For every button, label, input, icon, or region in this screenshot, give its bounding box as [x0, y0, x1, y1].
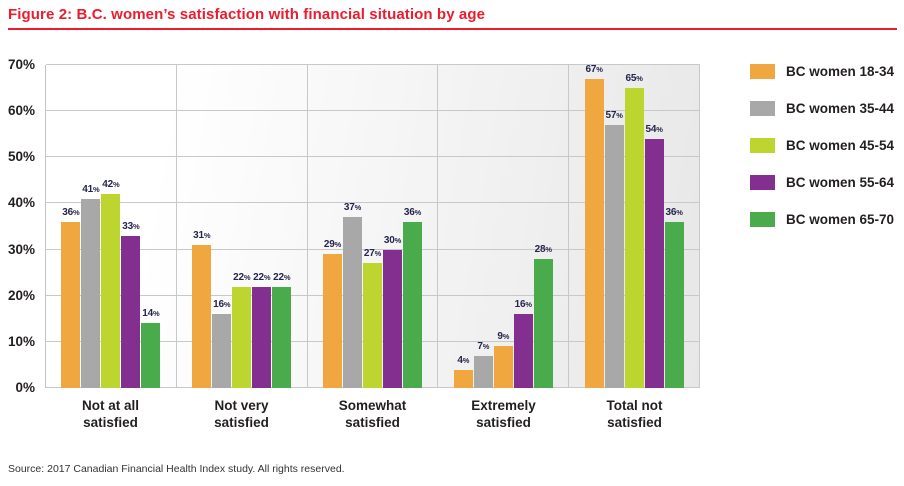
legend-swatch [750, 175, 775, 190]
bar-bc-women-45-54: 22% [232, 272, 252, 388]
legend-swatch [750, 212, 775, 227]
bar-bc-women-45-54: 42% [101, 179, 121, 388]
bar-bc-women-45-54: 65% [624, 73, 644, 388]
bar-bc-women-65-70: 36% [664, 207, 684, 388]
bar-bc-women-65-70: 36% [402, 207, 422, 388]
bar-value-label: 33% [122, 220, 140, 232]
x-axis-category-label: Total not satisfied [606, 398, 663, 430]
y-tick-label: 10% [7, 333, 35, 349]
bar-value-label: 16% [213, 299, 231, 311]
legend-label: BC women 65-70 [786, 212, 895, 227]
x-axis-category-label: Not very satisfied [214, 398, 269, 430]
legend-item: BC women 55-64 [750, 175, 894, 190]
bar-bc-women-55-64: 54% [644, 124, 664, 388]
bar-bc-women-55-64: 33% [121, 221, 141, 388]
bar-value-label: 36% [62, 206, 80, 218]
bar-value-label: 37% [343, 202, 362, 214]
x-axis-category-label: Somewhat satisfied [338, 398, 407, 430]
x-axis-labels: Not at all satisfied Not very satisfied Some… [45, 397, 700, 431]
bar-bc-women-35-44: 7% [473, 341, 493, 388]
source-note: Source: 2017 Canadian Financial Health I… [8, 463, 345, 475]
y-tick-label: 60% [7, 103, 35, 119]
bar-bc-women-65-70: 22% [272, 272, 292, 388]
legend-label: BC women 55-64 [786, 175, 895, 190]
x-axis-category-label: Not at all satisfied [81, 398, 139, 430]
bar-group: 4% 7% 9% 16% 28% [438, 65, 570, 388]
bar-bc-women-65-70: 14% [141, 308, 161, 388]
bar-value-label: 28% [534, 243, 552, 255]
gridline [46, 110, 700, 112]
legend-item: BC women 35-44 [750, 101, 894, 116]
bar-value-label: 67% [585, 63, 603, 75]
x-axis-category-label: Extremely satisfied [471, 398, 536, 430]
bar-value-label: 54% [645, 123, 663, 135]
bar-value-label: 22% [273, 271, 291, 283]
bar-value-label: 7% [477, 340, 490, 352]
y-tick-label: 20% [7, 287, 35, 303]
bar-value-label: 36% [403, 206, 422, 218]
bar-value-label: 42% [102, 179, 120, 191]
y-axis: 0% 10% 20% 30% 40% 50% 60% 70% [0, 57, 39, 395]
gridline [46, 156, 700, 158]
legend-swatch [750, 101, 775, 116]
bar-value-label: 41% [82, 183, 100, 195]
legend-item: BC women 65-70 [750, 212, 894, 227]
y-tick-label: 70% [7, 57, 35, 72]
legend: BC women 18-34 BC women 35-44 BC women 45-… [750, 64, 894, 249]
bar-value-label: 4% [457, 354, 470, 366]
bar-value-label: 22% [233, 271, 251, 283]
gridline [46, 202, 700, 204]
legend-item: BC women 45-54 [750, 138, 894, 153]
y-tick-label: 0% [15, 380, 35, 395]
legend-swatch [750, 138, 775, 153]
bar-bc-women-45-54: 9% [493, 331, 513, 388]
legend-label: BC women 18-34 [786, 64, 895, 79]
y-tick-label: 30% [7, 241, 35, 257]
figure-title: Figure 2: B.C. women’s satisfaction with… [8, 6, 486, 23]
bar-bc-women-45-54: 27% [362, 248, 382, 388]
gridline [46, 64, 700, 65]
bar-bc-women-18-34: 31% [192, 230, 212, 388]
legend-item: BC women 18-34 [750, 64, 894, 79]
bar-value-label: 36% [665, 206, 683, 218]
bar-value-label: 29% [323, 239, 342, 251]
bar-group: 29% 37% 27% 30% 36% [308, 65, 439, 388]
bar-value-label: 22% [253, 271, 271, 283]
bar-group: 36% 41% 42% 33% 14% [46, 65, 177, 388]
bar-value-label: 57% [605, 110, 623, 121]
bar-value-label: 16% [514, 299, 532, 311]
bar-value-label: 65% [625, 73, 643, 85]
bar-bc-women-35-44: 16% [212, 299, 232, 388]
bar-value-label: 27% [363, 248, 382, 260]
bar-bc-women-35-44: 37% [342, 202, 362, 388]
bar-bc-women-35-44: 57% [604, 110, 624, 388]
gridline [46, 248, 700, 250]
bar-bc-women-65-70: 28% [533, 244, 553, 388]
bar-bc-women-18-34: 29% [322, 239, 342, 388]
bar-value-label: 14% [142, 308, 160, 320]
y-tick-label: 50% [7, 149, 35, 165]
bar-value-label: 9% [497, 331, 510, 343]
legend-swatch [750, 64, 775, 79]
title-rule [8, 28, 897, 30]
y-tick-label: 40% [7, 195, 35, 211]
bar-value-label: 30% [383, 234, 402, 246]
bar-value-label: 31% [193, 229, 211, 241]
legend-label: BC women 45-54 [786, 138, 895, 153]
bar-group: 31% 16% 22% 22% 22% [177, 65, 308, 388]
bar-bc-women-18-34: 36% [61, 207, 81, 388]
bar-bc-women-18-34: 4% [453, 355, 473, 388]
legend-label: BC women 35-44 [786, 101, 895, 116]
bar-bc-women-55-64: 30% [382, 235, 402, 388]
bar-bc-women-55-64: 22% [252, 272, 272, 388]
bar-bc-women-18-34: 67% [584, 64, 604, 388]
bar-group: 67% 57% 65% 54% 36% [569, 64, 700, 388]
bar-bc-women-55-64: 16% [513, 299, 533, 388]
plot-area: 36% 41% 42% 33% 14% 31% 16% 22% 22% 22% 29% 37% 27% 3… [45, 64, 700, 388]
bar-bc-women-35-44: 41% [81, 184, 101, 388]
